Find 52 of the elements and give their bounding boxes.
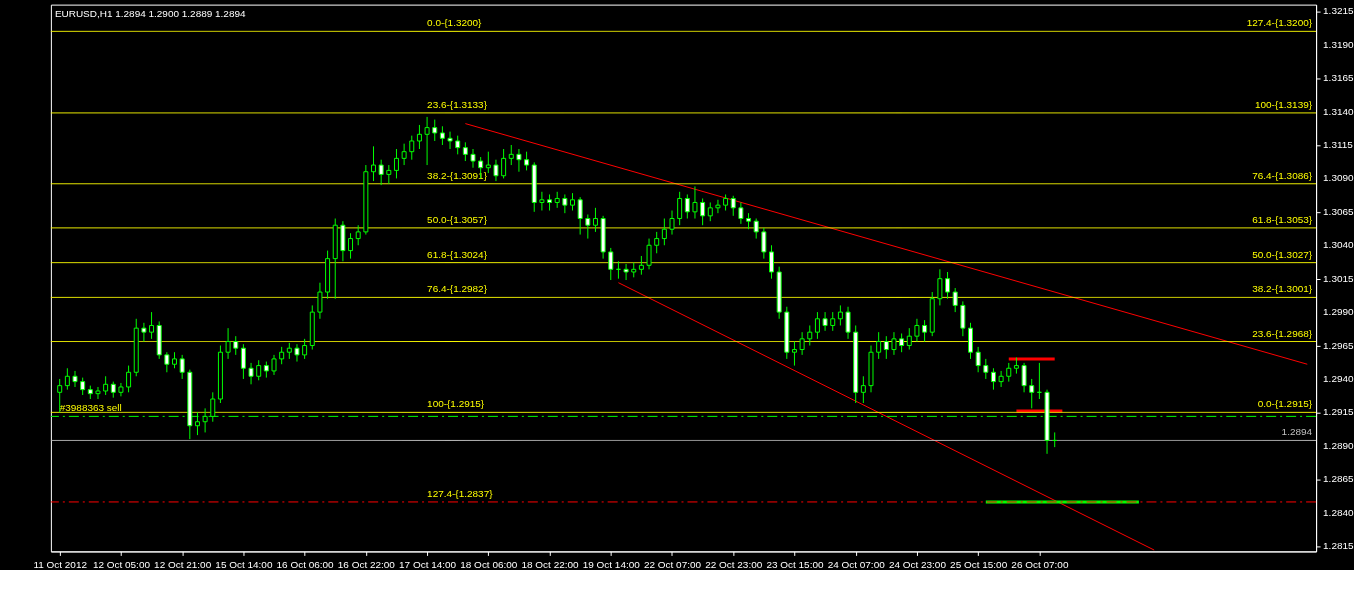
- y-tick-label: 1.3165: [1323, 72, 1354, 84]
- y-tick-label: 1.2915: [1323, 406, 1354, 418]
- y-tick-label: 1.2840: [1323, 506, 1354, 518]
- x-tick-label: 22 Oct 23:00: [705, 558, 763, 570]
- annotation: 61.8-{1.3024}: [427, 248, 488, 260]
- x-tick-label: 15 Oct 14:00: [215, 558, 273, 570]
- x-tick-label: 16 Oct 06:00: [276, 558, 335, 570]
- chart-title: EURUSD,H1 1.2894 1.2900 1.2889 1.2894: [54, 7, 246, 19]
- x-tick-label: 18 Oct 06:00: [460, 558, 518, 570]
- x-tick-label: 25 Oct 15:00: [950, 558, 1008, 570]
- ref-line-label: 100-{1.3139}: [1254, 98, 1313, 110]
- y-tick-label: 1.2940: [1323, 372, 1354, 384]
- annotation: 0.0-{1.3200}: [427, 17, 483, 29]
- annotation: 127.4-{1.2837}: [427, 487, 494, 499]
- y-tick-label: 1.2890: [1323, 439, 1354, 451]
- ref-line-label: 38.2-{1.3001}: [1252, 283, 1313, 295]
- x-tick-label: 24 Oct 23:00: [888, 558, 947, 570]
- annotation: 50.0-{1.3057}: [427, 213, 488, 225]
- y-tick-label: 1.2865: [1323, 473, 1354, 485]
- y-tick-label: 1.2815: [1323, 540, 1354, 552]
- y-tick-label: 1.3015: [1323, 272, 1354, 284]
- ref-line-label: 127.4-{1.3200}: [1246, 17, 1313, 29]
- x-tick-label: 18 Oct 22:00: [521, 558, 580, 570]
- y-tick-label: 1.3090: [1323, 172, 1354, 184]
- ref-line-label: 0.0-{1.2915}: [1257, 398, 1313, 410]
- x-tick-label: 16 Oct 22:00: [337, 558, 396, 570]
- x-tick-label: 12 Oct 05:00: [92, 558, 151, 570]
- ref-line-label: 61.8-{1.3053}: [1252, 213, 1313, 225]
- x-tick-label: 17 Oct 14:00: [399, 558, 457, 570]
- x-tick-label: 22 Oct 07:00: [643, 558, 702, 570]
- annotation: 76.4-{1.2982}: [427, 283, 488, 295]
- x-tick-label: 26 Oct 07:00: [1011, 558, 1069, 570]
- y-tick-label: 1.3115: [1323, 138, 1354, 150]
- ref-line-label: 1.2894: [1281, 426, 1313, 438]
- x-tick-label: 19 Oct 14:00: [582, 558, 641, 570]
- ref-line-label: 76.4-{1.3086}: [1252, 169, 1313, 181]
- y-tick-label: 1.3190: [1323, 38, 1354, 50]
- annotation: 23.6-{1.3133}: [427, 98, 488, 110]
- y-tick-label: 1.3040: [1323, 239, 1354, 251]
- y-tick-label: 1.2990: [1323, 306, 1354, 318]
- x-tick-label: 11 Oct 2012: [33, 558, 88, 570]
- x-tick-label: 12 Oct 21:00: [154, 558, 212, 570]
- annotation: 100-{1.2915}: [427, 398, 485, 410]
- annotation: #3988363 sell: [59, 402, 122, 414]
- x-tick-label: 24 Oct 07:00: [827, 558, 886, 570]
- y-tick-label: 1.3140: [1323, 105, 1354, 117]
- ref-line-label: 50.0-{1.3027}: [1252, 248, 1313, 260]
- y-tick-label: 1.2965: [1323, 339, 1354, 351]
- ref-line-label: 23.6-{1.2968}: [1252, 327, 1313, 339]
- x-tick-label: 23 Oct 15:00: [766, 558, 824, 570]
- y-tick-label: 1.3065: [1323, 205, 1354, 217]
- y-tick-label: 1.3215: [1323, 5, 1354, 17]
